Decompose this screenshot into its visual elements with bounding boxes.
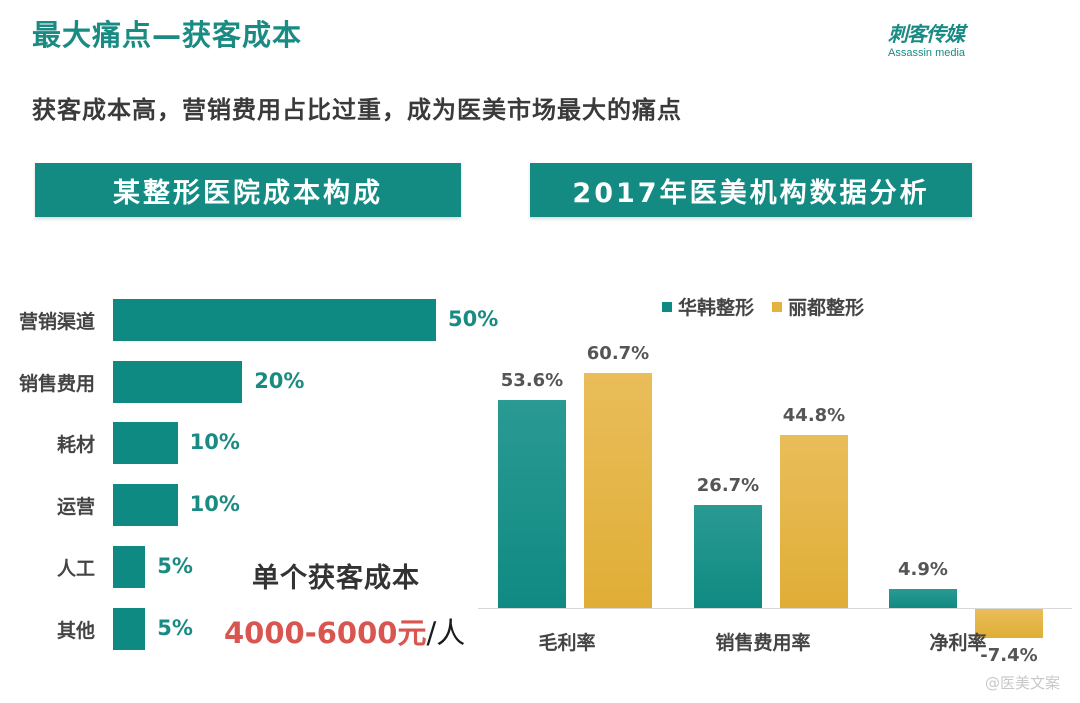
bar-category-label: 销售费用 [18, 373, 95, 395]
legend-label: 华韩整形 [678, 297, 755, 319]
cost-bar [113, 608, 146, 650]
bar-lidu [584, 373, 652, 608]
bar-value-label: 20% [254, 369, 305, 393]
bar-huahan [694, 504, 762, 608]
cost-bar-row: 运营 10% [0, 484, 520, 526]
bar-lidu [780, 434, 848, 608]
page-title: 最大痛点—获客成本 [32, 18, 303, 52]
section-header-cost-structure: 某整形医院成本构成 [35, 163, 461, 217]
bar-huahan [889, 589, 957, 608]
bar-value-label: 4.9% [898, 559, 948, 581]
page-subtitle: 获客成本高，营销费用占比过重，成为医美市场最大的痛点 [32, 96, 682, 124]
bar-huahan [498, 400, 566, 608]
cost-bar-row: 营销渠道 50% [0, 299, 520, 341]
cost-bar [113, 484, 178, 526]
cost-bar [113, 361, 243, 403]
bar-value-label: 26.7% [696, 474, 760, 496]
legend-swatch-teal [662, 301, 672, 312]
bar-category-label: 其他 [56, 620, 95, 642]
chart-baseline [478, 608, 1072, 609]
legend-item-lidu: 丽都整形 [772, 293, 864, 320]
cost-bar-row: 销售费用 20% [0, 361, 520, 403]
legend-label: 丽都整形 [788, 297, 865, 319]
bar-value-label: 10% [189, 430, 240, 454]
cost-bar-row: 其他 5% [0, 608, 520, 650]
logo-text-en: Assassin media [888, 47, 966, 59]
cost-bar [113, 546, 146, 588]
bar-value-label: -7.4% [980, 644, 1038, 666]
bar-category-label: 人工 [56, 558, 95, 580]
bar-category-label: 耗材 [56, 434, 95, 456]
legend-item-huahan: 华韩整形 [662, 293, 754, 320]
bar-value-label: 50% [448, 307, 499, 331]
bar-value-label: 60.7% [586, 343, 650, 364]
bar-value-label: 53.6% [500, 370, 564, 392]
bar-lidu [975, 609, 1043, 638]
legend-swatch-gold [772, 301, 783, 312]
logo-text-cn: 刺客传媒 [888, 22, 965, 46]
bar-category-label: 运营 [56, 496, 95, 518]
bar-value-label: 5% [157, 616, 193, 640]
cac-value: 4000-6000元/人 [224, 610, 465, 652]
watermark: @医美文案 [985, 674, 1061, 692]
category-axis-label: 净利率 [929, 632, 987, 654]
bar-value-label: 44.8% [782, 404, 846, 426]
cac-amount: 4000-6000元 [224, 616, 427, 650]
category-axis-label: 销售费用率 [715, 632, 811, 654]
category-axis-label: 毛利率 [538, 632, 596, 654]
cost-bar [113, 299, 436, 341]
brand-logo: 刺客传媒 Assassin media [888, 22, 968, 70]
bar-value-label: 10% [189, 492, 240, 516]
cost-bar-row: 耗材 10% [0, 422, 520, 464]
cost-bar [113, 422, 178, 464]
cac-unit: /人 [426, 616, 466, 650]
cac-label: 单个获客成本 [252, 563, 420, 594]
bar-category-label: 营销渠道 [18, 311, 95, 333]
chart-legend: 华韩整形 丽都整形 [662, 293, 882, 320]
section-header-2017-analysis: 2017年医美机构数据分析 [530, 163, 972, 217]
bar-value-label: 5% [157, 554, 193, 578]
cost-bar-row: 人工 5% [0, 546, 520, 588]
